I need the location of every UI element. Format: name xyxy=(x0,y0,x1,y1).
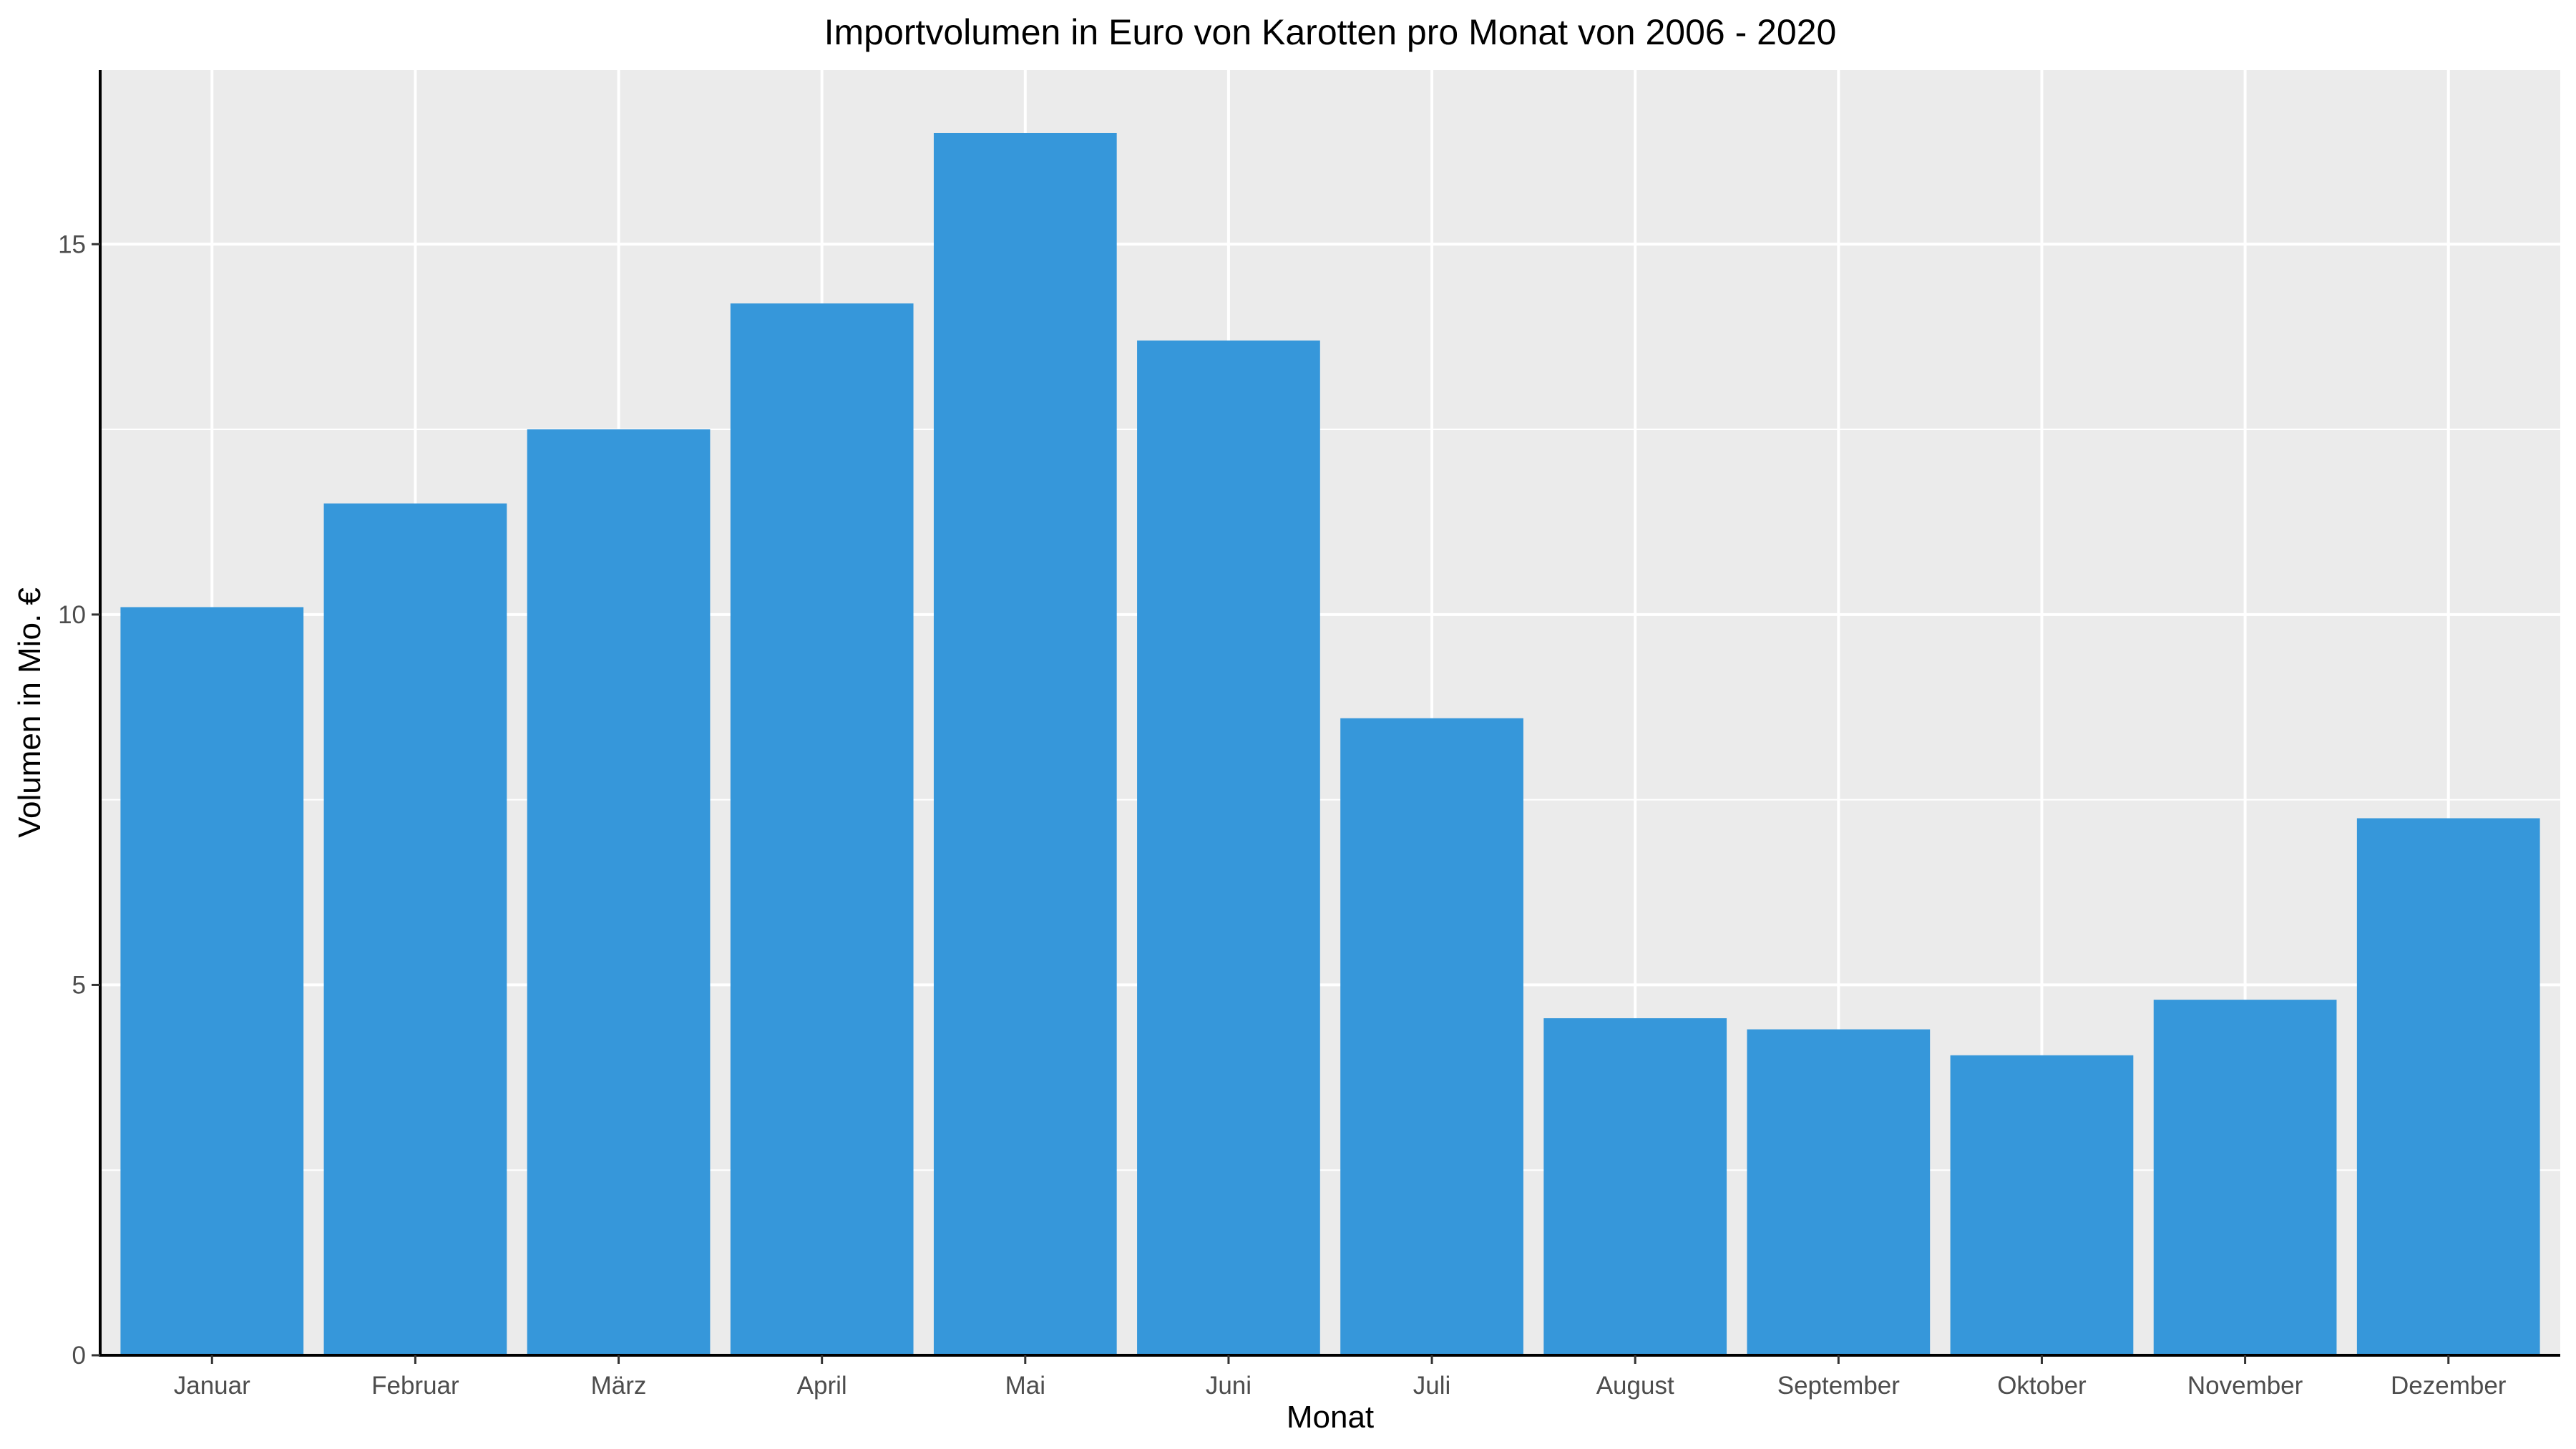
plot-panel xyxy=(100,70,2560,1355)
bar-oktober xyxy=(1950,1055,2134,1355)
x-tick-label: Juli xyxy=(1413,1372,1451,1400)
bar-august xyxy=(1543,1018,1727,1355)
bar-september xyxy=(1747,1029,1931,1355)
x-tick-label: Dezember xyxy=(2391,1372,2507,1400)
y-tick-label: 10 xyxy=(58,601,86,629)
x-tick-label: Februar xyxy=(371,1372,459,1400)
bar-februar xyxy=(323,503,507,1355)
y-axis-ticks: 0 5 10 15 xyxy=(58,230,100,1370)
bar-januar xyxy=(120,607,304,1355)
x-tick-label: Oktober xyxy=(1997,1372,2087,1400)
bar-november xyxy=(2153,1000,2337,1355)
minor-gridlines xyxy=(100,429,2560,1171)
x-tick-label: November xyxy=(2187,1372,2303,1400)
y-tick-label: 15 xyxy=(58,230,86,258)
bar-mai xyxy=(933,132,1117,1355)
x-tick-label: September xyxy=(1777,1372,1901,1400)
bar-juni xyxy=(1137,340,1320,1355)
x-tick-label: August xyxy=(1596,1372,1674,1400)
bars xyxy=(120,132,2540,1355)
x-axis-title: Monat xyxy=(1287,1400,1374,1435)
y-tick-label: 5 xyxy=(72,971,86,999)
chart-title: Importvolumen in Euro von Karotten pro M… xyxy=(824,12,1837,52)
x-tick-label: April xyxy=(797,1372,847,1400)
x-tick-label: Juni xyxy=(1206,1372,1252,1400)
bar-juli xyxy=(1340,718,1523,1355)
bar-april xyxy=(730,303,914,1355)
bar-märz xyxy=(527,429,711,1355)
x-axis-ticks: Januar Februar März April Mai Juni Juli August S… xyxy=(174,1355,2507,1400)
x-tick-label: Januar xyxy=(174,1372,250,1400)
y-tick-label: 0 xyxy=(72,1342,86,1370)
bar-dezember xyxy=(2356,818,2540,1355)
x-tick-label: Mai xyxy=(1005,1372,1045,1400)
x-tick-label: März xyxy=(591,1372,647,1400)
y-axis-title: Volumen in Mio. € xyxy=(12,587,47,838)
